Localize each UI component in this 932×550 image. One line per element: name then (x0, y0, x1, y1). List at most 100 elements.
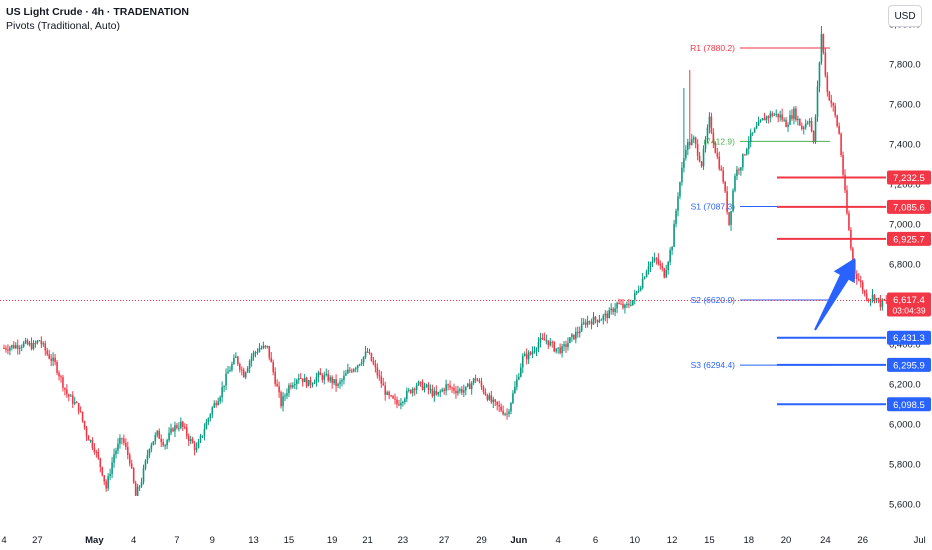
candle-body (341, 379, 343, 382)
candle-body (168, 432, 170, 441)
candle-body (478, 381, 481, 383)
x-tick-label: 15 (284, 535, 295, 546)
candle-body (154, 435, 157, 442)
candle-body (800, 125, 803, 130)
candle-body (83, 421, 86, 428)
candle-body (873, 294, 876, 300)
candle-body (710, 116, 713, 133)
candle-body (738, 169, 740, 171)
candle-body (687, 142, 689, 150)
trend-arrow-icon (814, 258, 855, 331)
candle-body (130, 463, 133, 469)
candle-body (612, 308, 614, 312)
candle-body (755, 125, 758, 129)
candle-body (844, 174, 846, 191)
candle-body (679, 182, 681, 197)
candle-body (351, 370, 353, 372)
time-axis-layer: 4 27 May 4 7 9 13 15 19 21 23 27 29 Jun 4 6 10 12 15 18 20 24… (1, 535, 925, 546)
candle-body (292, 385, 294, 388)
candle-body (176, 425, 178, 428)
candle-body (657, 258, 660, 264)
candle-body (480, 381, 483, 387)
candle-body (36, 340, 39, 344)
candle-body (635, 291, 638, 294)
candle-body (824, 52, 827, 76)
candle-body (588, 321, 591, 323)
candle-body (170, 428, 172, 433)
candle-body (13, 345, 15, 349)
candle-body (178, 427, 180, 429)
candle-body (390, 395, 392, 397)
x-tick-label: May (85, 535, 104, 546)
candle-body (712, 132, 715, 144)
candle-body (877, 297, 880, 299)
candle-body (820, 34, 823, 63)
candle-body (694, 137, 697, 145)
candle-body (445, 384, 447, 391)
candle-body (64, 387, 66, 390)
candle-body (242, 369, 245, 378)
candle-body (347, 369, 349, 374)
candle-body (136, 486, 139, 496)
candle-body (111, 462, 113, 475)
y-tick-label: 6,800.0 (889, 260, 921, 271)
candle-body (24, 340, 27, 343)
x-tick-label: 4 (131, 535, 136, 546)
chart-legend: US Light Crude · 4h · TRADENATION Pivots… (6, 5, 189, 33)
candle-body (52, 357, 54, 361)
candle-body (331, 377, 333, 384)
candle-body (215, 403, 218, 405)
x-tick-label: 29 (476, 535, 487, 546)
candle-body (437, 391, 440, 395)
candle-body (115, 450, 117, 455)
candle-body (62, 377, 64, 388)
candle-body (490, 395, 493, 403)
candle-body (125, 443, 127, 447)
candle-body (551, 341, 554, 343)
candle-body (105, 481, 107, 489)
symbol-title[interactable]: US Light Crude · 4h · TRADENATION (6, 6, 189, 18)
candle-body (239, 364, 241, 370)
candle-body (56, 362, 58, 373)
candle-body (692, 137, 695, 140)
candle-body (871, 294, 874, 300)
candle-body (726, 191, 728, 213)
x-tick-label: 20 (781, 535, 792, 546)
candle-body (144, 460, 147, 469)
pivot-label: R1 (7880.2) (690, 43, 735, 53)
indicator-title[interactable]: Pivots (Traditional, Auto) (6, 20, 120, 32)
candle-body (576, 331, 579, 334)
candle-body (600, 319, 603, 321)
currency-button[interactable]: USD (888, 5, 922, 27)
candle-body (793, 108, 795, 119)
candle-body (516, 379, 518, 387)
candle-body (628, 303, 630, 306)
candle-body (18, 347, 21, 349)
candle-body (146, 455, 149, 461)
candle-body (842, 154, 844, 175)
y-tick-label: 7,600.0 (889, 100, 921, 111)
candle-body (40, 340, 43, 345)
candle-body (294, 383, 296, 386)
candle-body (91, 440, 94, 448)
candle-body (295, 380, 298, 384)
candle-body (433, 390, 436, 397)
candle-body (142, 468, 145, 483)
candle-body (643, 277, 646, 279)
x-tick-label: 27 (439, 535, 450, 546)
candle-body (700, 161, 703, 167)
candle-body (857, 279, 860, 281)
candle-body (492, 399, 495, 403)
key-level-tag-label: 6,295.9 (893, 360, 925, 371)
candle-body (166, 440, 168, 446)
candle-body (457, 390, 459, 394)
candle-body (651, 261, 654, 263)
candle-body (315, 377, 318, 383)
candle-body (455, 390, 457, 394)
candle-body (219, 397, 221, 402)
candle-body (364, 351, 367, 357)
candle-body (537, 342, 540, 349)
candle-body (429, 389, 432, 391)
